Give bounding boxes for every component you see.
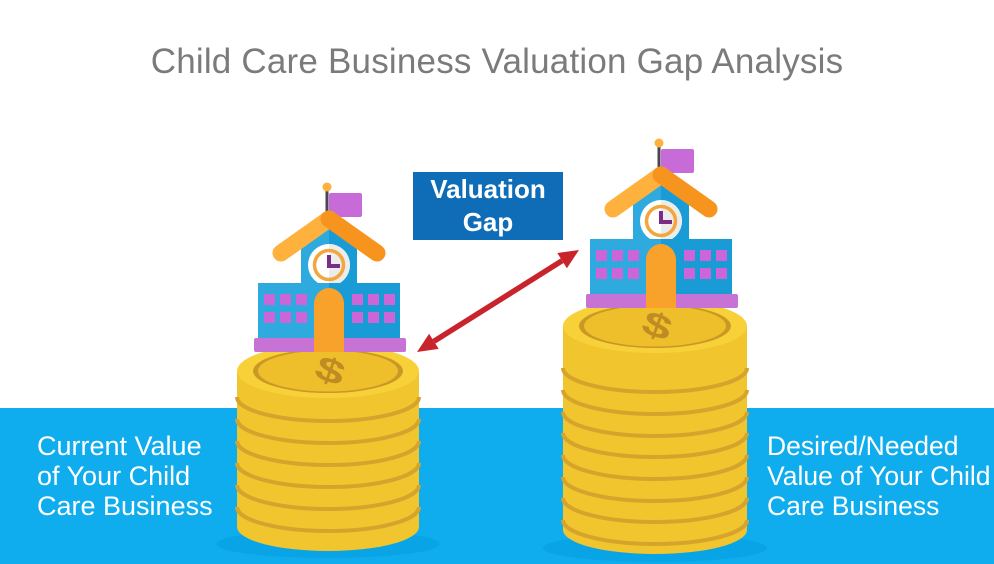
gap-arrow-icon bbox=[417, 250, 579, 352]
bottom-blue-band bbox=[0, 408, 994, 564]
current-value-line3: Care Business bbox=[37, 491, 213, 521]
desired-value-line2: Value of Your Child bbox=[767, 461, 991, 491]
desired-value-line1: Desired/Needed bbox=[767, 431, 959, 461]
school-building-icon-left bbox=[254, 183, 406, 353]
desired-value-line3: Care Business bbox=[767, 491, 940, 521]
current-value-label: Current Value of Your Child Care Busines… bbox=[37, 431, 213, 521]
valuation-gap-line2: Gap bbox=[462, 207, 514, 237]
coin-stack-left-icon: $ bbox=[235, 344, 421, 551]
valuation-gap-line1: Valuation bbox=[430, 174, 546, 204]
coin-stack-right-icon: $ bbox=[561, 299, 749, 554]
school-building-icon-right bbox=[586, 139, 738, 309]
current-value-line2: of Your Child bbox=[37, 461, 191, 491]
valuation-gap-callout: Valuation Gap bbox=[413, 172, 563, 240]
slide-title: Child Care Business Valuation Gap Analys… bbox=[150, 42, 844, 81]
current-value-line1: Current Value bbox=[37, 431, 202, 461]
desired-value-label: Desired/Needed Value of Your Child Care … bbox=[767, 431, 990, 521]
